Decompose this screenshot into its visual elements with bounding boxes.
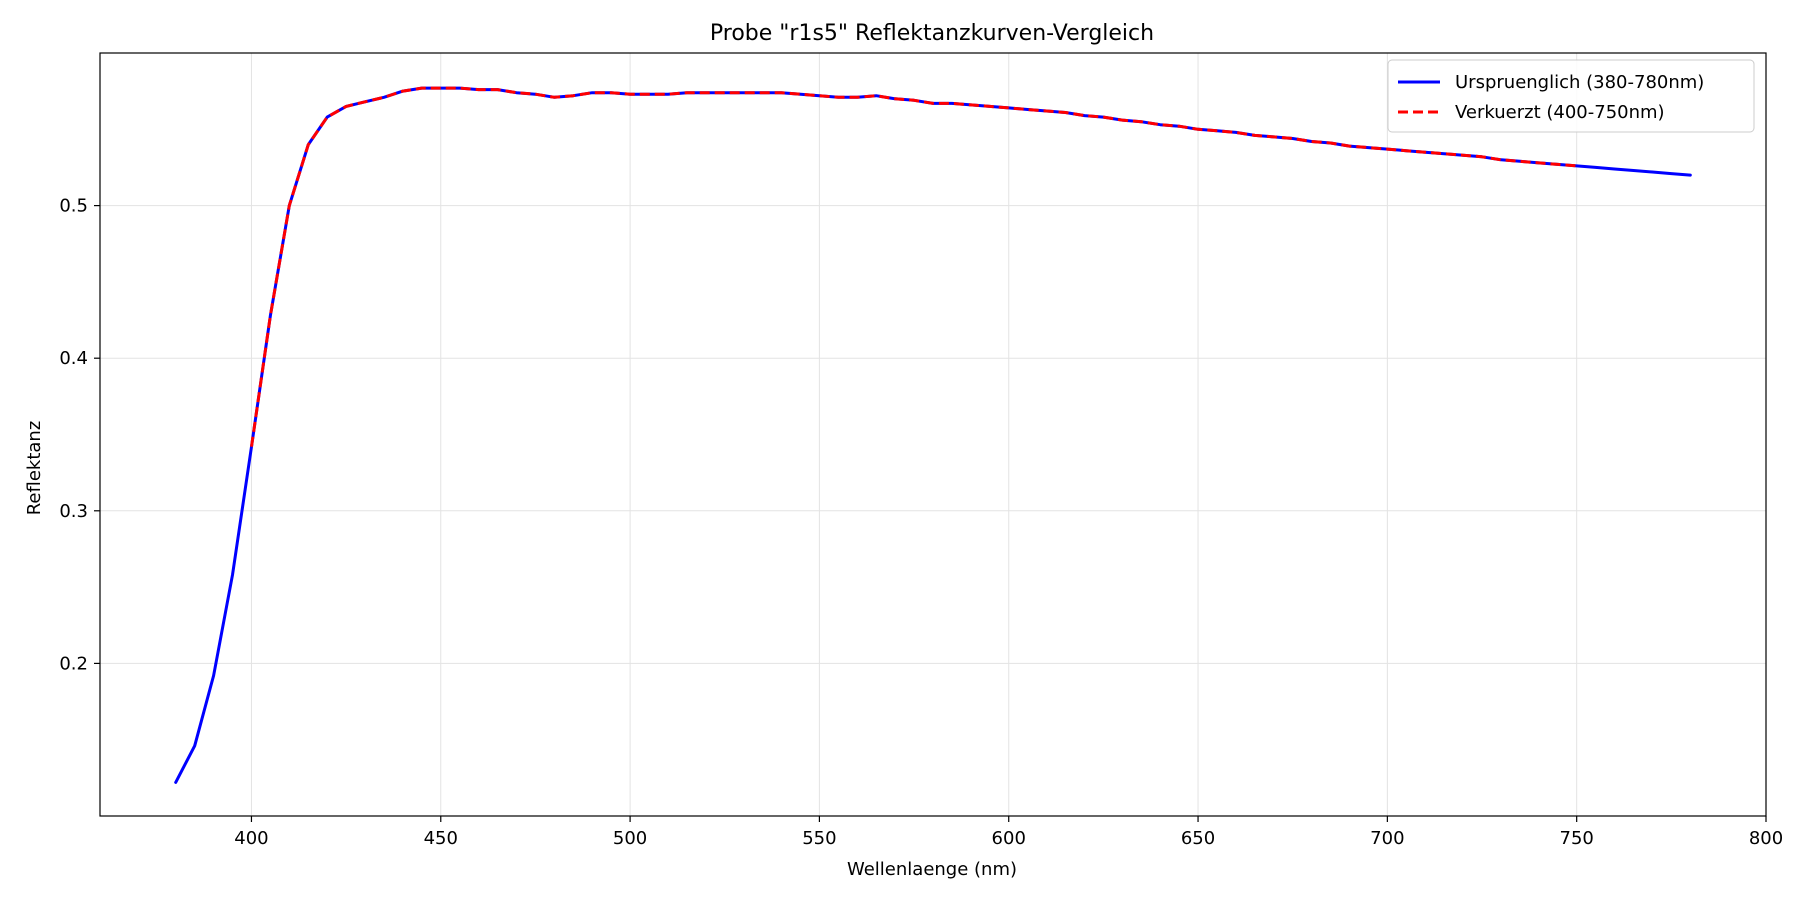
x-tick-label: 450 [424, 828, 458, 849]
x-axis-title: Wellenlaenge (nm) [847, 859, 1017, 880]
y-tick-label: 0.2 [59, 653, 88, 674]
legend-label-original: Urspruenglich (380-780nm) [1455, 72, 1704, 93]
chart-title: Probe "r1s5" Reflektanzkurven-Vergleich [710, 21, 1154, 46]
grid [100, 53, 1767, 816]
x-tick-label: 650 [1181, 828, 1215, 849]
series-layer [174, 86, 1692, 784]
series-line-original [174, 86, 1692, 784]
x-tick-label: 600 [992, 828, 1026, 849]
series-line-shortened [250, 86, 1577, 447]
x-tick-label: 550 [802, 828, 836, 849]
y-tick-label: 0.5 [59, 196, 88, 217]
x-tick-label: 800 [1749, 828, 1783, 849]
legend: Urspruenglich (380-780nm) Verkuerzt (400… [1387, 59, 1755, 133]
axis-ticks: 400 450 500 550 600 650 700 750 800 0.2 0.3 0.4 0.5 [59, 196, 1783, 849]
x-tick-label: 750 [1560, 828, 1594, 849]
x-tick-label: 700 [1370, 828, 1404, 849]
legend-box [1387, 59, 1755, 133]
x-tick-label: 500 [613, 828, 647, 849]
y-tick-label: 0.4 [59, 348, 88, 369]
plot-frame [99, 52, 1767, 817]
y-axis-title: Reflektanz [24, 421, 45, 516]
x-tick-label: 400 [234, 828, 268, 849]
legend-label-shortened: Verkuerzt (400-750nm) [1455, 102, 1665, 123]
y-tick-label: 0.3 [59, 501, 88, 522]
